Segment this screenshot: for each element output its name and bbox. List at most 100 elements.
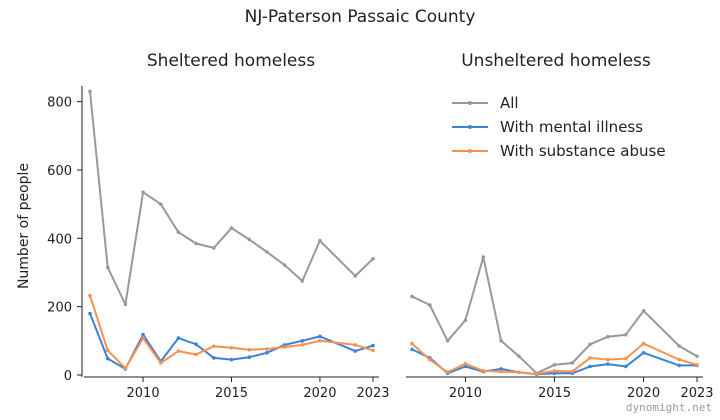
data-point-with-mental-illness <box>677 363 681 368</box>
data-point-all <box>428 303 432 307</box>
data-point-with-substance-abuse <box>499 369 503 374</box>
data-point-with-substance-abuse <box>481 369 486 373</box>
data-point-all <box>123 302 128 307</box>
data-point-with-substance-abuse <box>300 343 305 347</box>
y-tick-label: 600 <box>47 164 72 179</box>
y-tick-label: 400 <box>47 232 72 247</box>
data-point-with-substance-abuse <box>247 347 251 352</box>
data-point-with-substance-abuse <box>517 370 521 375</box>
data-point-all <box>282 263 287 267</box>
data-point-with-substance-abuse <box>677 357 681 362</box>
data-point-with-mental-illness <box>265 351 269 355</box>
data-point-with-substance-abuse <box>410 341 414 346</box>
data-point-all <box>552 363 557 367</box>
data-point-all <box>410 294 414 299</box>
data-point-with-substance-abuse <box>282 345 287 349</box>
x-tick-label: 2015 <box>215 386 248 401</box>
x-tick-label: 2020 <box>627 386 660 401</box>
data-point-with-substance-abuse <box>353 343 358 347</box>
data-point-with-substance-abuse <box>88 293 92 298</box>
data-point-all <box>588 342 592 347</box>
data-point-with-substance-abuse <box>606 357 610 362</box>
data-point-with-mental-illness <box>176 336 181 340</box>
data-point-with-substance-abuse <box>194 352 198 357</box>
data-point-all <box>88 89 92 94</box>
data-point-all <box>265 250 269 254</box>
series-line-with-substance-abuse <box>411 342 698 375</box>
data-point-with-substance-abuse <box>552 369 557 373</box>
data-point-all <box>353 274 358 278</box>
x-tick-label: 2010 <box>127 386 160 401</box>
data-point-all <box>159 202 163 206</box>
data-point-with-substance-abuse <box>229 345 234 350</box>
watermark: dynomight.net <box>625 401 712 414</box>
data-point-with-substance-abuse <box>212 344 216 349</box>
data-point-with-substance-abuse <box>105 348 110 353</box>
figure-title: NJ-Paterson Passaic County <box>244 7 476 27</box>
legend: All With mental illness With substance a… <box>452 91 666 163</box>
data-point-all <box>463 318 468 323</box>
data-point-all <box>212 246 216 250</box>
data-point-with-mental-illness <box>318 334 322 339</box>
data-point-with-mental-illness <box>88 311 92 316</box>
panel-title-unsheltered: Unsheltered homeless <box>461 51 651 71</box>
data-point-with-mental-illness <box>300 339 305 343</box>
data-point-with-substance-abuse <box>588 356 592 360</box>
data-point-with-mental-illness <box>606 362 610 366</box>
data-point-with-mental-illness <box>624 364 628 369</box>
data-point-with-substance-abuse <box>123 366 128 371</box>
y-tick-label: 200 <box>47 301 72 316</box>
data-point-with-substance-abuse <box>371 348 375 353</box>
data-point-with-substance-abuse <box>265 347 269 351</box>
x-tick-label: 2015 <box>538 386 571 401</box>
data-point-all <box>695 354 699 359</box>
data-point-with-substance-abuse <box>534 372 539 376</box>
data-point-with-substance-abuse <box>159 361 163 365</box>
y-tick-label: 800 <box>47 96 72 111</box>
data-point-with-mental-illness <box>247 355 251 360</box>
legend-item-substance-abuse: With substance abuse <box>452 139 666 163</box>
legend-label-substance-abuse: With substance abuse <box>500 142 666 160</box>
data-point-all <box>641 309 646 313</box>
series-line-all <box>411 256 698 375</box>
data-point-all <box>194 241 198 246</box>
x-tick-label: 2020 <box>303 386 336 401</box>
legend-swatch-all <box>452 101 488 105</box>
data-point-with-mental-illness <box>194 342 198 347</box>
data-point-all <box>499 339 503 343</box>
data-point-all <box>141 190 145 194</box>
data-point-all <box>445 339 450 343</box>
data-point-with-mental-illness <box>410 347 414 352</box>
data-point-with-mental-illness <box>499 367 503 371</box>
data-point-all <box>570 361 575 365</box>
data-point-with-mental-illness <box>229 357 234 362</box>
legend-item-mental-illness: With mental illness <box>452 115 666 139</box>
legend-label-mental-illness: With mental illness <box>500 118 644 136</box>
data-point-with-substance-abuse <box>695 363 699 367</box>
panel-title-sheltered: Sheltered homeless <box>146 51 316 71</box>
y-tick-label: 0 <box>64 369 72 384</box>
data-point-all <box>176 230 181 234</box>
data-point-all <box>300 279 305 283</box>
legend-swatch-substance-abuse <box>452 149 488 153</box>
data-point-with-mental-illness <box>105 356 110 361</box>
legend-item-all: All <box>452 91 666 115</box>
data-point-all <box>318 238 322 243</box>
data-point-with-substance-abuse <box>641 341 646 346</box>
data-point-all <box>371 257 375 261</box>
data-point-all <box>105 265 110 270</box>
data-point-all <box>624 332 628 337</box>
series-line-with-substance-abuse <box>89 295 374 370</box>
data-point-with-substance-abuse <box>428 357 432 362</box>
data-point-with-mental-illness <box>371 343 375 348</box>
data-point-all <box>481 255 486 259</box>
data-point-with-substance-abuse <box>570 369 575 374</box>
x-tick-label: 2010 <box>449 386 482 401</box>
data-point-all <box>677 344 681 348</box>
series-line-with-mental-illness <box>411 348 697 376</box>
data-point-all <box>517 354 521 359</box>
data-point-with-substance-abuse <box>445 370 450 375</box>
data-point-with-mental-illness <box>641 351 646 355</box>
